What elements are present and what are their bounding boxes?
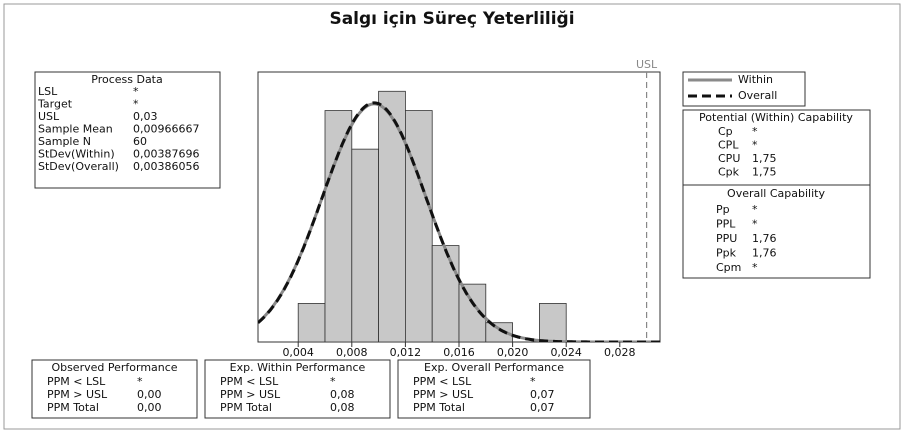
row-label: Target	[37, 98, 73, 111]
bar	[378, 90, 406, 343]
bar	[485, 322, 513, 343]
bar	[431, 245, 460, 343]
row-value: 60	[133, 135, 147, 148]
row-label: CPU	[718, 152, 740, 165]
row-value: *	[530, 375, 536, 388]
table-title: Observed Performance	[51, 361, 177, 374]
row-label: USL	[38, 110, 60, 123]
row-label: PPM Total	[413, 401, 465, 414]
x-tick-label: 0,012	[390, 346, 422, 359]
row-value: 0,08	[330, 388, 355, 401]
table-title: Potential (Within) Capability	[699, 111, 853, 124]
row-value: *	[133, 85, 139, 98]
row-label: PPM < LSL	[220, 375, 279, 388]
x-tick-label: 0,020	[497, 346, 529, 359]
row-label: LSL	[38, 85, 58, 98]
x-tick-label: 0,008	[336, 346, 368, 359]
row-label: PPM < LSL	[47, 375, 106, 388]
performance-box	[397, 359, 591, 419]
row-label: PPL	[716, 218, 736, 231]
row-label: Ppk	[716, 247, 737, 260]
table-title: Exp. Overall Performance	[424, 361, 564, 374]
bar	[324, 110, 353, 343]
row-label: Sample N	[38, 135, 91, 148]
row-label: PPM < LSL	[413, 375, 472, 388]
row-value: *	[752, 261, 758, 274]
row-value: 0,00386056	[133, 160, 199, 173]
row-value: 0,00387696	[133, 148, 199, 161]
bar	[297, 303, 326, 343]
process-data-box	[34, 71, 221, 189]
report-title: Salgı için Süreç Yeterliliği	[329, 9, 574, 29]
row-value: 0,00	[137, 388, 162, 401]
x-tick-label: 0,028	[604, 346, 636, 359]
row-label: StDev(Overall)	[38, 160, 119, 173]
x-tick-label: 0,024	[550, 346, 582, 359]
row-label: CPL	[718, 139, 739, 152]
row-value: 1,75	[752, 152, 777, 165]
row-label: Sample Mean	[38, 123, 113, 136]
row-label: PPU	[716, 232, 737, 245]
row-value: *	[137, 375, 143, 388]
x-tick-label: 0,004	[282, 346, 314, 359]
row-value: *	[133, 98, 139, 111]
bar	[351, 148, 379, 343]
table-title: Overall Capability	[727, 187, 825, 200]
row-value: *	[330, 375, 336, 388]
row-value: 0,08	[330, 401, 355, 414]
row-label: Cp	[718, 125, 733, 138]
row-value: 0,03	[133, 110, 158, 123]
row-label: PPM Total	[47, 401, 99, 414]
row-label: Cpm	[716, 261, 741, 274]
capability-box	[682, 109, 871, 279]
table-title: Process Data	[91, 73, 163, 86]
row-label: PPM > USL	[220, 388, 281, 401]
row-value: 1,76	[752, 247, 777, 260]
legend-label: Overall	[738, 89, 777, 102]
legend-box	[682, 71, 806, 107]
row-value: 0,07	[530, 401, 555, 414]
row-label: StDev(Within)	[38, 148, 115, 161]
row-label: PPM > USL	[413, 388, 474, 401]
row-label: Cpk	[718, 166, 740, 179]
bar	[404, 110, 433, 343]
row-value: 1,75	[752, 166, 777, 179]
row-value: *	[752, 125, 758, 138]
row-value: 0,07	[530, 388, 555, 401]
fit-curve	[258, 101, 660, 342]
performance-box	[204, 359, 391, 419]
x-tick-label: 0,016	[443, 346, 475, 359]
row-label: Pp	[716, 203, 730, 216]
table-title: Exp. Within Performance	[230, 361, 366, 374]
usl-label: USL	[636, 58, 658, 71]
row-value: 1,76	[752, 232, 777, 245]
legend-label: Within	[738, 73, 773, 86]
row-label: PPM > USL	[47, 388, 108, 401]
row-value: *	[752, 139, 758, 152]
row-value: 0,00	[137, 401, 162, 414]
row-value: *	[752, 203, 758, 216]
row-value: 0,00966667	[133, 123, 199, 136]
performance-box	[31, 359, 198, 419]
bar	[539, 303, 567, 343]
row-value: *	[752, 218, 758, 231]
row-label: PPM Total	[220, 401, 272, 414]
